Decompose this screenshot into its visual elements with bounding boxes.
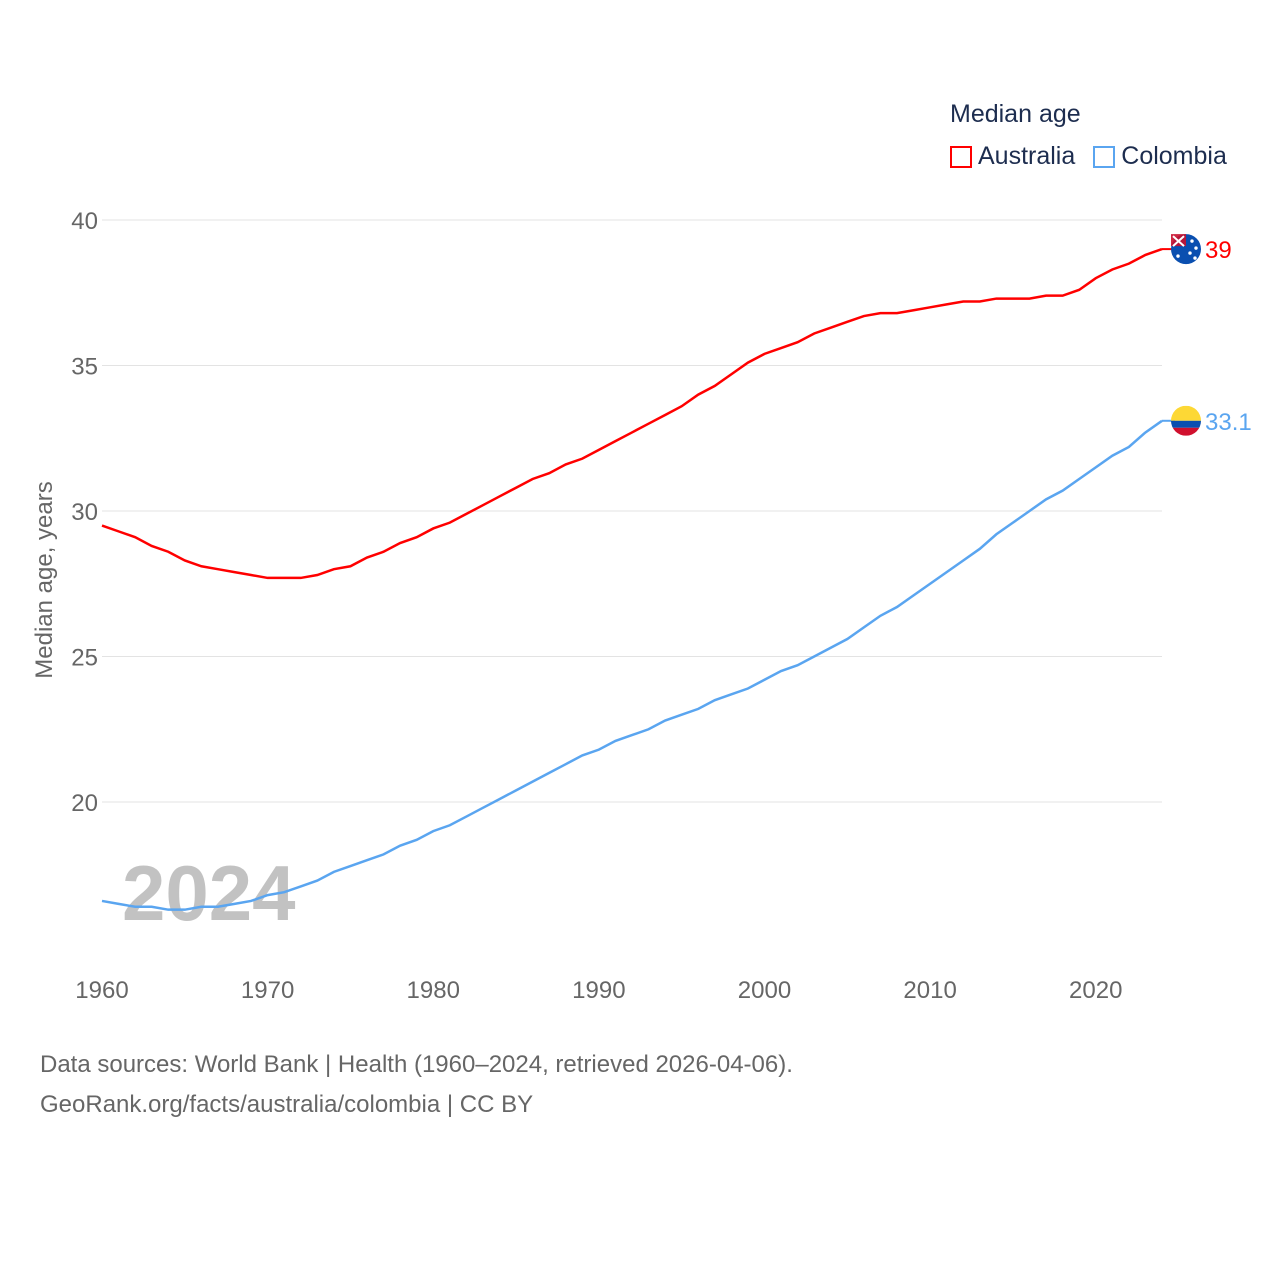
legend-label: Australia — [978, 142, 1076, 170]
y-tick-label: 40 — [71, 208, 98, 235]
legend-swatch — [950, 145, 972, 168]
x-tick-label: 1980 — [407, 977, 460, 1004]
end-value-label: 39 — [1205, 237, 1232, 264]
star — [1190, 239, 1194, 243]
legend-label: Colombia — [1121, 142, 1227, 170]
flag-stripe-blue — [1171, 420, 1201, 428]
legend-title: Median age — [950, 100, 1081, 128]
year-watermark: 2024 — [122, 849, 296, 937]
x-tick-label: 2010 — [903, 977, 956, 1004]
series-line-australia — [101, 247, 1163, 580]
x-tick-label: 1970 — [241, 977, 294, 1004]
legend-item-australia[interactable]: Australia — [950, 142, 1075, 171]
y-tick-label: 20 — [71, 790, 98, 817]
series-line-colombia — [101, 419, 1163, 911]
y-tick-label: 30 — [71, 499, 98, 526]
end-value-label: 33.1 — [1205, 409, 1252, 436]
y-tick-label: 35 — [71, 354, 98, 381]
x-tick-label: 2000 — [738, 977, 791, 1004]
y-axis-label: Median age, years — [31, 481, 58, 678]
star — [1176, 254, 1180, 258]
colombia-flag-icon — [1171, 405, 1201, 421]
legend-swatch — [1093, 145, 1116, 168]
legend: Australia Colombia — [950, 142, 1227, 171]
source-note: Data sources: World Bank | Health (1960–… — [40, 1045, 793, 1125]
star — [1188, 251, 1192, 255]
legend-item-colombia[interactable]: Colombia — [1093, 142, 1227, 171]
x-tick-label: 1960 — [75, 977, 128, 1004]
star — [1194, 246, 1198, 250]
source-link[interactable]: GeoRank.org/facts/australia/colombia | C… — [40, 1091, 534, 1118]
x-tick-label: 2020 — [1069, 977, 1122, 1004]
star — [1193, 256, 1197, 260]
source-line: Data sources: World Bank | Health (1960–… — [40, 1051, 793, 1078]
flag-stripe-red — [1171, 427, 1201, 436]
x-tick-label: 1990 — [572, 977, 625, 1004]
union-jack-cross — [1172, 235, 1185, 247]
y-tick-label: 25 — [71, 645, 98, 672]
